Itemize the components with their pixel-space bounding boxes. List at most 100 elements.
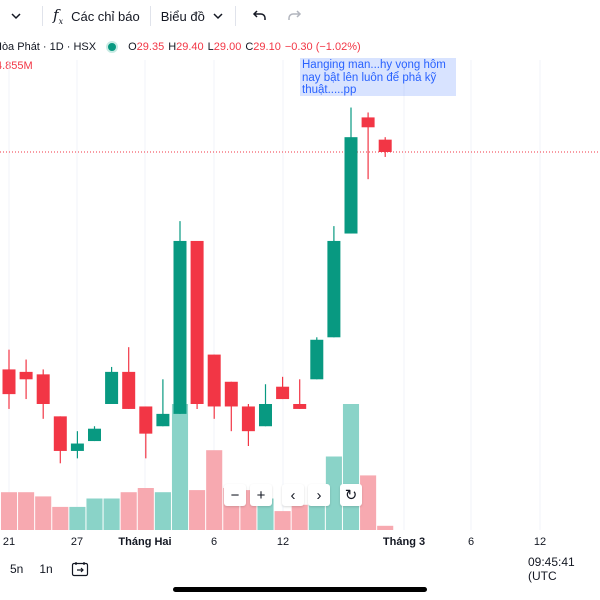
volume-bar <box>35 496 52 530</box>
goto-date-button[interactable] <box>71 561 89 577</box>
candle-body <box>36 374 50 404</box>
high-key: H <box>168 41 177 53</box>
undo-button[interactable] <box>246 0 274 32</box>
candle-body <box>361 117 375 128</box>
candle-body <box>344 137 358 234</box>
volume-bar <box>308 498 325 530</box>
range-5d-button[interactable]: 5n <box>10 562 24 576</box>
undo-icon <box>252 10 266 20</box>
candlestick-chart[interactable] <box>0 60 600 530</box>
volume-bar <box>257 498 274 530</box>
bottom-toolbar: 5n 1n 09:45:41 (UTC <box>0 555 600 583</box>
symbol-tab[interactable] <box>0 0 32 32</box>
divider <box>149 6 151 26</box>
candle-body <box>293 404 307 409</box>
home-indicator[interactable] <box>173 587 427 592</box>
reset-icon: ↻ <box>344 487 358 504</box>
time-tick: 12 <box>276 536 290 548</box>
zoom-in-icon: + <box>256 486 266 504</box>
toolbar: fx Các chỉ báo Biểu đồ <box>0 0 600 32</box>
candle-body <box>276 386 290 400</box>
candle-body <box>105 371 119 404</box>
candle-body <box>190 240 204 404</box>
time-tick: 6 <box>467 536 475 548</box>
calendar-goto-icon <box>71 562 88 577</box>
time-tick: 21 <box>2 536 16 548</box>
zoom-in-button[interactable]: + <box>250 484 272 506</box>
market-status-icon <box>106 41 119 53</box>
low-key: L <box>207 41 214 53</box>
scroll-left-button[interactable]: ‹ <box>282 484 304 506</box>
time-tick: Tháng Hai <box>118 536 172 548</box>
annotation-line: thuật.....pp <box>302 84 357 96</box>
chevron-left-icon: ‹ <box>290 486 296 504</box>
candles <box>2 107 392 464</box>
time-tick: 6 <box>210 536 218 548</box>
volume-bar <box>103 498 120 530</box>
open-key: O <box>128 41 137 53</box>
time-tick: Tháng 3 <box>382 536 426 548</box>
close-value: 29.10 <box>253 41 281 53</box>
fx-icon: fx <box>53 6 64 26</box>
candle-body <box>224 381 238 407</box>
divider <box>42 6 43 26</box>
volume-bar <box>18 492 35 530</box>
volume-bar <box>360 475 377 530</box>
volume-bar <box>206 450 223 530</box>
volume-bar <box>325 456 342 530</box>
volume-bar <box>274 511 291 530</box>
candle-body <box>88 428 101 442</box>
candle-body <box>241 406 255 432</box>
volume-value: 4.855M <box>0 60 33 72</box>
indicators-button[interactable]: fx Các chỉ báo <box>53 0 140 32</box>
zoom-out-icon: − <box>230 486 240 504</box>
symbol-legend: Hòa Phát · 1D · HSX O 29.35 H 29.40 L 29.00… <box>0 38 365 56</box>
divider <box>234 6 236 26</box>
chart-type-label: Biểu đồ <box>160 8 205 24</box>
annotation-line: nay bật lên luôn để phá kỹ <box>302 71 437 84</box>
scroll-right-button[interactable]: › <box>308 484 330 506</box>
volume-bar <box>189 490 206 530</box>
chevron-down-icon <box>11 13 21 20</box>
annotation-line: Hanging man...hy vọng hôm <box>302 59 446 71</box>
candle-body <box>173 240 187 414</box>
time-axis[interactable]: 21 27 Tháng Hai 6 12 Tháng 3 6 12 <box>0 532 600 552</box>
candle-body <box>327 240 341 338</box>
candle-body <box>122 371 136 409</box>
time-tick: 12 <box>533 536 547 548</box>
zoom-out-button[interactable]: − <box>224 484 246 506</box>
time-tick: 27 <box>70 536 84 548</box>
candle-body <box>53 416 67 451</box>
volume-bar <box>69 506 86 530</box>
redo-button[interactable] <box>280 0 308 32</box>
change-value: −0.30 (−1.02%) <box>284 41 361 53</box>
reset-chart-button[interactable]: ↻ <box>340 484 362 506</box>
candle-body <box>2 369 16 395</box>
volume-bar <box>137 488 154 530</box>
candle-body <box>259 404 272 427</box>
candle-body <box>139 406 153 434</box>
range-1m-button[interactable]: 1n <box>39 562 53 576</box>
indicators-label: Các chỉ báo <box>71 8 140 24</box>
grid <box>8 60 541 530</box>
volume-bar <box>171 404 189 530</box>
close-key: C <box>245 41 254 53</box>
text-annotation[interactable]: Hanging man...hy vọng hôm nay bật lên lu… <box>300 58 456 96</box>
volume-bar <box>52 506 69 530</box>
volume-bar <box>120 492 137 530</box>
volume-bar <box>86 498 103 530</box>
candle-body <box>70 443 84 451</box>
chart-type-button[interactable]: Biểu đồ <box>161 0 225 32</box>
redo-icon <box>288 10 301 20</box>
open-value: 29.35 <box>136 41 165 53</box>
volume-bar <box>154 492 171 530</box>
volume-bar <box>291 504 308 530</box>
symbol-name[interactable]: Hòa Phát · 1D · HSX <box>0 41 97 53</box>
low-value: 29.00 <box>213 41 242 53</box>
volume-bar <box>377 525 394 530</box>
candle-body <box>378 139 392 152</box>
candle-body <box>310 339 324 380</box>
candle-body <box>19 371 33 380</box>
candle-body <box>156 413 170 427</box>
clock-time[interactable]: 09:45:41 (UTC <box>528 555 575 583</box>
